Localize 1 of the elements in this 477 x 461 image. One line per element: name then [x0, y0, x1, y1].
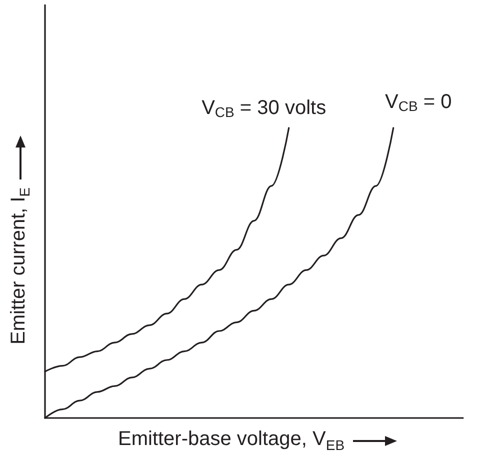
x-axis-title: Emitter-base voltage, V$_{EB}$ — [118, 428, 345, 453]
